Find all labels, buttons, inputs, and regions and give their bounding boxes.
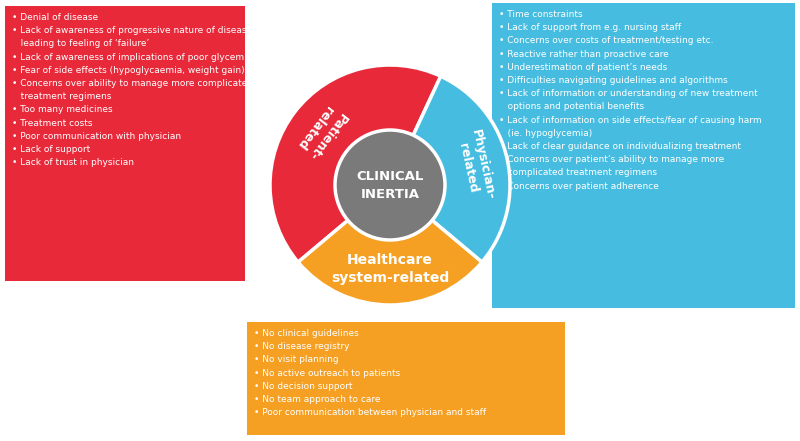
Wedge shape — [390, 76, 510, 262]
Wedge shape — [298, 185, 482, 305]
FancyBboxPatch shape — [492, 3, 795, 308]
Text: Physician-
related: Physician- related — [454, 128, 497, 204]
FancyBboxPatch shape — [247, 322, 565, 435]
Text: • Denial of disease
• Lack of awareness of progressive nature of disease
   lead: • Denial of disease • Lack of awareness … — [12, 13, 286, 167]
Text: Patient-
related: Patient- related — [293, 101, 349, 162]
Text: • Time constraints
• Lack of support from e.g. nursing staff
• Concerns over cos: • Time constraints • Lack of support fro… — [499, 10, 762, 191]
Text: CLINICAL
INERTIA: CLINICAL INERTIA — [356, 169, 424, 201]
FancyBboxPatch shape — [5, 6, 245, 281]
Text: Healthcare
system-related: Healthcare system-related — [331, 253, 449, 284]
Text: • No clinical guidelines
• No disease registry
• No visit planning
• No active o: • No clinical guidelines • No disease re… — [254, 329, 486, 417]
Wedge shape — [270, 65, 441, 262]
Circle shape — [335, 130, 445, 240]
